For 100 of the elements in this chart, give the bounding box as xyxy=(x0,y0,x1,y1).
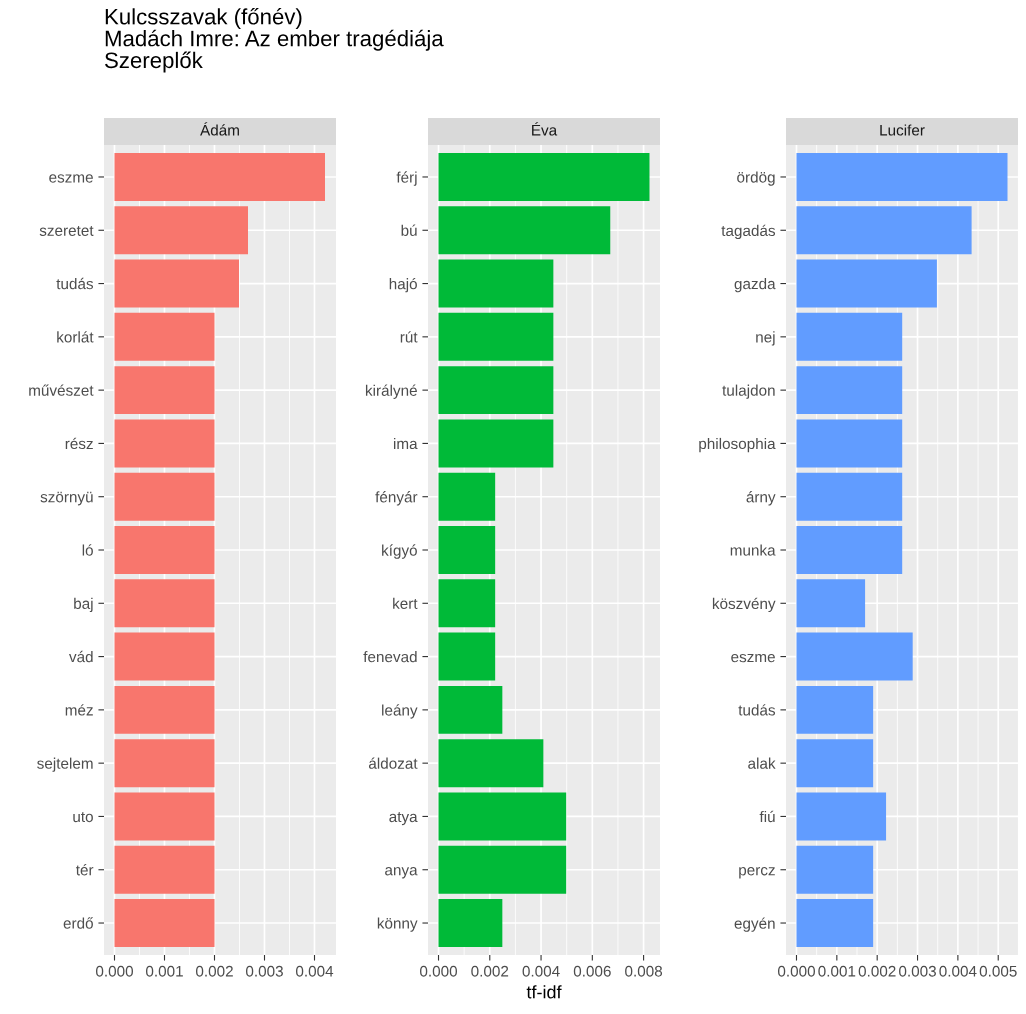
bar xyxy=(796,526,903,574)
y-tick-label: alak xyxy=(748,757,776,769)
x-tick-label: 0.002 xyxy=(858,965,896,977)
y-tick-label: erdő xyxy=(63,917,93,929)
x-tick-label: 0.005 xyxy=(979,965,1017,977)
bar xyxy=(114,259,239,308)
bar xyxy=(438,792,567,841)
x-tick-label: 0.004 xyxy=(939,965,977,977)
y-tick-label: ló xyxy=(82,544,93,556)
y-tick-label: gazda xyxy=(734,278,776,293)
y-tick-label: tér xyxy=(75,864,94,876)
bar xyxy=(114,526,215,574)
text: Kulcsszavak (főnév) Madách Imre: Az ember tragédiája Szereplők xyxy=(105,7,444,73)
bar xyxy=(438,366,554,415)
y-tick-label: fiú xyxy=(759,810,775,823)
y-tick-label: leány xyxy=(382,704,418,719)
y-tick-label: rút xyxy=(400,331,418,343)
bar xyxy=(114,472,215,521)
bar xyxy=(114,739,215,788)
y-tick-label: egyén xyxy=(734,917,775,932)
y-tick-label: fenevad xyxy=(363,651,417,663)
y-tick-label: sejtelem xyxy=(37,757,93,772)
y-tick-label: eszme xyxy=(49,174,93,183)
bar xyxy=(796,685,874,734)
y-tick-label: férj xyxy=(396,171,417,186)
bar xyxy=(438,579,496,628)
bar xyxy=(796,259,937,308)
y-tick-label: kígyó xyxy=(382,544,417,559)
x-tick-label: 0.004 xyxy=(522,965,560,977)
bar xyxy=(438,472,496,521)
bar xyxy=(796,152,1008,201)
x-tick-label: 0.008 xyxy=(625,965,663,977)
y-tick-label: ördög xyxy=(737,171,775,186)
bar xyxy=(796,792,887,841)
y-tick-label: tudás xyxy=(738,704,776,716)
bar xyxy=(796,419,903,468)
y-tick-label: ima xyxy=(393,437,418,450)
y-tick-label: rész xyxy=(65,437,93,450)
x-tick-label: 0.001 xyxy=(818,965,856,977)
text: 0.000 xyxy=(777,965,816,977)
y-tick-label: szörnyü xyxy=(40,491,93,506)
y-tick-label: eszme xyxy=(731,653,775,663)
bar xyxy=(114,792,215,841)
y-tick-label: művészet xyxy=(29,384,94,396)
y-tick-label: áldozat xyxy=(368,757,418,769)
bar xyxy=(114,366,215,415)
y-tick-label: fényár xyxy=(375,491,418,506)
bar xyxy=(438,739,544,788)
bar xyxy=(114,685,215,734)
chart-title: Éva xyxy=(532,122,558,136)
chart-title: Lucifer xyxy=(880,124,925,136)
text: 0.000 xyxy=(95,965,134,977)
y-tick-label: nej xyxy=(756,331,775,346)
bar xyxy=(114,579,215,628)
x-tick-label: 0.002 xyxy=(195,965,233,977)
bar xyxy=(438,152,650,201)
y-tick-label: tudás xyxy=(56,277,94,290)
x-tick-label: 0.003 xyxy=(245,965,283,977)
bar xyxy=(438,259,554,308)
chart-title: Ádám xyxy=(200,122,239,136)
x-tick-label: 0.002 xyxy=(471,965,509,977)
y-tick-label: kert xyxy=(393,597,418,609)
bar xyxy=(438,526,496,574)
bar xyxy=(438,685,503,734)
bar xyxy=(114,899,215,948)
y-tick-label: királyné xyxy=(365,384,417,399)
y-tick-label: uto xyxy=(73,812,93,823)
bar xyxy=(114,152,325,201)
bar xyxy=(796,579,866,628)
bar xyxy=(114,312,215,361)
y-tick-label: tagadás xyxy=(721,224,776,240)
bar xyxy=(796,206,972,255)
y-tick-label: korlát xyxy=(57,331,94,343)
x-axis-title: tf-idf xyxy=(526,985,562,999)
x-tick-label: 0.003 xyxy=(899,965,936,977)
bar xyxy=(796,312,903,361)
bar xyxy=(796,899,874,948)
x-tick-label: 0.004 xyxy=(295,965,334,977)
text: 0.000 xyxy=(419,965,458,977)
bar xyxy=(114,845,215,894)
bar xyxy=(796,632,913,681)
bar xyxy=(796,366,903,415)
y-tick-label: munka xyxy=(730,544,776,556)
bar xyxy=(114,632,215,681)
bar xyxy=(438,632,496,681)
x-tick-label: 0.001 xyxy=(145,965,183,977)
bar xyxy=(438,899,503,948)
y-tick-label: philosophia xyxy=(699,437,776,453)
bar xyxy=(796,472,903,521)
y-tick-label: percz xyxy=(739,867,775,879)
bar xyxy=(438,312,554,361)
y-tick-label: anya xyxy=(385,867,418,879)
y-tick-label: hajó xyxy=(389,277,417,293)
bar xyxy=(796,845,874,894)
y-tick-label: atya xyxy=(389,812,418,826)
bar xyxy=(796,739,874,788)
y-tick-label: szeretet xyxy=(39,225,94,236)
x-tick-label: 0.006 xyxy=(573,965,611,977)
bar xyxy=(438,206,611,255)
y-tick-label: köszvény xyxy=(712,597,776,613)
